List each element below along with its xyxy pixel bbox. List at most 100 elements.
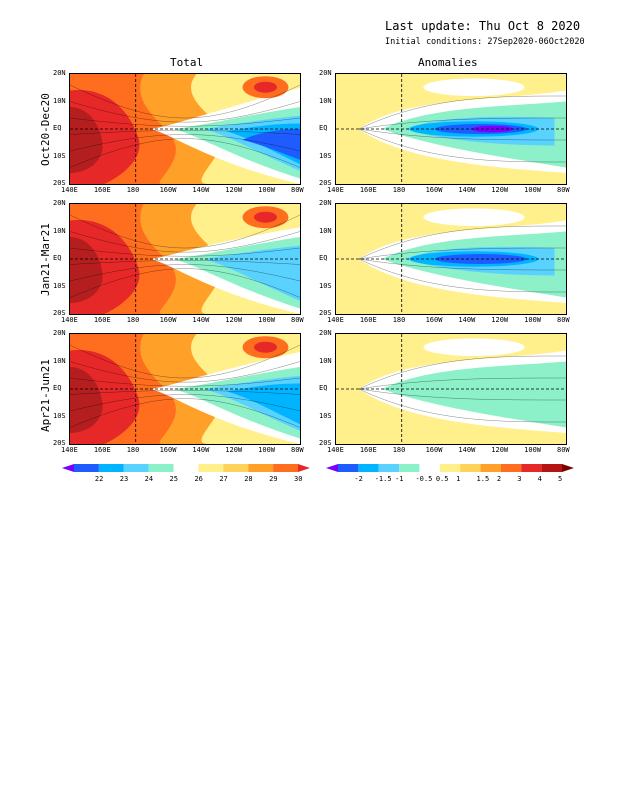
lon-tick-label: 140W bbox=[458, 186, 476, 194]
lon-tick-label: 160W bbox=[425, 186, 443, 194]
initial-conditions-text: Initial conditions: 27Sep2020-06Oct2020 bbox=[385, 37, 585, 47]
lon-tick-label: 160W bbox=[159, 446, 177, 454]
colorbar-swatch bbox=[148, 464, 174, 472]
colorbar-swatch bbox=[419, 464, 440, 472]
lon-tick-label: 80W bbox=[291, 186, 304, 194]
map-total-jan-mar bbox=[69, 203, 301, 315]
column-title-total: Total bbox=[170, 56, 204, 69]
colorbar-tick-label: -1.5 bbox=[374, 475, 392, 483]
lon-tick-label: 160W bbox=[159, 186, 177, 194]
lat-tick-label: 20S bbox=[319, 309, 332, 317]
colorbar-swatch bbox=[223, 464, 249, 472]
lon-tick-label: 120W bbox=[491, 446, 509, 454]
lat-tick-label: 10S bbox=[319, 411, 332, 420]
colorbar-swatch bbox=[399, 464, 420, 472]
last-update-text: Last update: Thu Oct 8 2020 bbox=[385, 19, 581, 33]
colorbar-swatch bbox=[521, 464, 542, 472]
lon-tick-label: 180 bbox=[126, 186, 140, 194]
lon-tick-label: 160W bbox=[425, 316, 443, 324]
colorbar-swatch bbox=[273, 464, 298, 472]
lat-tick-label: 20N bbox=[319, 199, 332, 207]
colorbar-tick-label: 0.5 bbox=[435, 475, 449, 483]
row-label-3: Apr21-Jun21 bbox=[39, 359, 52, 432]
lon-tick-label: 140E bbox=[61, 186, 78, 194]
lon-tick-label: 120W bbox=[491, 316, 509, 324]
colorbar-tick-label: 24 bbox=[144, 475, 154, 483]
lon-tick-label: 100W bbox=[524, 446, 541, 454]
lon-tick-label: 180 bbox=[392, 316, 406, 324]
colorbar-swatch bbox=[248, 464, 274, 472]
lon-tick-label: 140E bbox=[61, 316, 78, 324]
row-label-2: Jan21-Mar21 bbox=[39, 223, 52, 296]
lat-tick-label: 20S bbox=[319, 439, 332, 447]
colorbar-swatch bbox=[123, 464, 149, 472]
colorbar-swatch bbox=[541, 464, 562, 472]
lon-tick-label: 180 bbox=[392, 446, 406, 454]
colorbar-swatch bbox=[198, 464, 224, 472]
map-anomaly-apr-jun bbox=[335, 333, 567, 445]
colorbar-tick-label: 27 bbox=[219, 475, 228, 483]
row-label-1: Oct20-Dec20 bbox=[39, 93, 52, 166]
lon-tick-label: 140E bbox=[327, 186, 344, 194]
colorbar-tick-label: -0.5 bbox=[415, 475, 433, 483]
colorbar-tick-label: -2 bbox=[354, 475, 363, 483]
lon-tick-label: 160E bbox=[93, 186, 111, 194]
colorbar-tick-label: 2 bbox=[496, 475, 502, 483]
lon-tick-label: 160E bbox=[93, 446, 111, 454]
colorbar-total bbox=[62, 464, 310, 472]
lon-tick-label: 120W bbox=[225, 316, 243, 324]
colorbar-tick-label: 22 bbox=[94, 475, 104, 483]
lon-tick-label: 140E bbox=[327, 316, 344, 324]
lat-tick-label: EQ bbox=[53, 254, 62, 262]
lat-tick-label: 20N bbox=[319, 329, 332, 337]
lon-tick-label: 160W bbox=[159, 316, 177, 324]
colorbar-tick-label: 1 bbox=[456, 475, 461, 483]
colorbar-tick-label: 29 bbox=[269, 475, 278, 483]
lon-tick-label: 80W bbox=[557, 186, 570, 194]
lon-tick-label: 140W bbox=[458, 446, 476, 454]
lon-tick-label: 100W bbox=[258, 316, 275, 324]
lon-tick-label: 140E bbox=[61, 446, 78, 454]
lon-tick-label: 160E bbox=[359, 446, 377, 454]
colorbar-tick-label: 25 bbox=[169, 475, 178, 483]
lon-tick-label: 180 bbox=[126, 316, 140, 324]
lon-tick-label: 160E bbox=[359, 316, 377, 324]
colorbar-tick-label: 4 bbox=[537, 475, 542, 483]
lon-tick-label: 140W bbox=[192, 446, 210, 454]
lat-tick-label: 20S bbox=[319, 179, 332, 187]
lat-tick-label: 10N bbox=[53, 226, 66, 235]
colorbar-swatch bbox=[338, 464, 359, 472]
lon-tick-label: 160W bbox=[425, 446, 443, 454]
lon-tick-label: 160E bbox=[359, 186, 377, 194]
lon-tick-label: 180 bbox=[126, 446, 140, 454]
map-total-oct-dec bbox=[69, 73, 301, 185]
colorbar-tick-label: 23 bbox=[119, 475, 129, 483]
lon-tick-label: 160E bbox=[93, 316, 111, 324]
lat-tick-label: EQ bbox=[319, 124, 328, 132]
lat-tick-label: 10S bbox=[53, 281, 66, 290]
lat-tick-label: 10S bbox=[319, 151, 332, 160]
lat-tick-label: 20S bbox=[53, 309, 66, 317]
colorbar-swatch bbox=[358, 464, 379, 472]
colorbar-swatch bbox=[480, 464, 501, 472]
colorbar-swatch bbox=[74, 464, 99, 472]
colorbar-tick-label: 1.5 bbox=[476, 475, 490, 483]
lon-tick-label: 80W bbox=[291, 316, 304, 324]
colorbar-tick-label: 3 bbox=[517, 475, 522, 483]
lon-tick-label: 120W bbox=[225, 186, 243, 194]
lon-tick-label: 80W bbox=[557, 316, 570, 324]
lat-tick-label: 10N bbox=[53, 96, 66, 105]
lat-tick-label: EQ bbox=[319, 384, 328, 392]
lon-tick-label: 140W bbox=[192, 186, 210, 194]
map-anomaly-jan-mar bbox=[335, 203, 567, 315]
lon-tick-label: 100W bbox=[258, 186, 275, 194]
lon-tick-label: 100W bbox=[524, 316, 541, 324]
lon-tick-label: 80W bbox=[557, 446, 570, 454]
lat-tick-label: EQ bbox=[319, 254, 328, 262]
colorbar-swatch bbox=[500, 464, 522, 472]
map-total-apr-jun bbox=[69, 333, 301, 445]
map-anomaly-oct-dec bbox=[335, 73, 567, 185]
lon-tick-label: 100W bbox=[524, 186, 541, 194]
lat-tick-label: 10N bbox=[319, 226, 332, 235]
colorbar-swatch bbox=[98, 464, 124, 472]
